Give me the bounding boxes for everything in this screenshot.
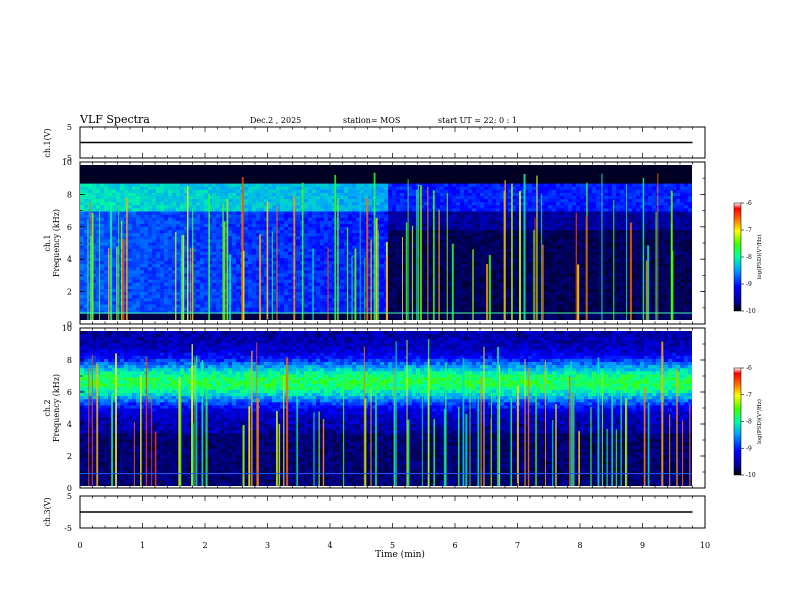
y-tick-label: 0 bbox=[67, 484, 72, 493]
y-tick-label: 6 bbox=[67, 223, 72, 232]
ch1-colorbar: -6 -7 -8 -9 -10 log(PSD)(V²/Hz) bbox=[733, 200, 763, 315]
ch3-voltage-ylabel: ch.3(V) bbox=[43, 497, 52, 526]
x-tick-label: 3 bbox=[265, 541, 270, 550]
y-tick-label: 2 bbox=[67, 452, 72, 461]
colorbar-tick-label: -7 bbox=[746, 227, 752, 234]
start-time-label: start UT = 22: 0 : 1 bbox=[438, 116, 517, 125]
colorbar-tick-label: -6 bbox=[746, 365, 752, 372]
x-tick-label: 10 bbox=[700, 541, 710, 550]
y-tick-label: -5 bbox=[64, 524, 72, 533]
y-tick-label: 10 bbox=[62, 158, 72, 167]
date-label: Dec.2 , 2025 bbox=[250, 116, 301, 125]
x-tick-label: 8 bbox=[577, 541, 582, 550]
colorbar-tick-label: -9 bbox=[746, 281, 752, 288]
colorbar-tick-label: -10 bbox=[746, 308, 756, 315]
x-tick-label: 7 bbox=[515, 541, 520, 550]
x-tick-label: 2 bbox=[202, 541, 207, 550]
y-tick-label: 5 bbox=[67, 123, 72, 132]
y-tick-label: 0 bbox=[67, 320, 72, 329]
x-tick-label: 0 bbox=[77, 541, 82, 550]
y-tick-label: 8 bbox=[67, 356, 72, 365]
x-tick-label: 6 bbox=[452, 541, 457, 550]
colorbar-tick-label: -10 bbox=[746, 472, 756, 479]
y-tick-label: 6 bbox=[67, 388, 72, 397]
y-tick-label: 8 bbox=[67, 190, 72, 199]
station-label: station= MOS bbox=[343, 116, 400, 125]
y-tick-label: 2 bbox=[67, 288, 72, 297]
colorbar-label: log(PSD)(V²/Hz) bbox=[756, 399, 763, 444]
colorbar-tick-label: -8 bbox=[746, 254, 752, 261]
x-tick-label: 5 bbox=[390, 541, 395, 550]
y-tick-label: 5 bbox=[67, 492, 72, 501]
y-tick-label: 10 bbox=[62, 324, 72, 333]
figure-title: VLF Spectra bbox=[79, 113, 150, 126]
x-axis-label: Time (min) bbox=[375, 549, 425, 560]
y-tick-label: 4 bbox=[67, 420, 72, 429]
y-tick-label: -5 bbox=[64, 154, 72, 163]
ch1-voltage-ylabel: ch.1(V) bbox=[43, 128, 52, 157]
x-tick-label: 9 bbox=[640, 541, 645, 550]
ch1-spectrogram-image bbox=[80, 165, 692, 320]
x-tick-label: 4 bbox=[327, 541, 332, 550]
x-tick-label: 1 bbox=[140, 541, 145, 550]
colorbar-tick-label: -6 bbox=[746, 200, 752, 207]
ch2-frequency-ylabel: ch.2Frequency (kHz) bbox=[43, 374, 61, 442]
ch1-frequency-ylabel: ch.1Frequency (kHz) bbox=[43, 209, 61, 277]
y-tick-label: 4 bbox=[67, 255, 72, 264]
colorbar-tick-label: -7 bbox=[746, 392, 752, 399]
colorbar-tick-label: -8 bbox=[746, 419, 752, 426]
ch2-colorbar: -6 -7 -8 -9 -10 log(PSD)(V²/Hz) bbox=[733, 365, 763, 479]
colorbar-tick-label: -9 bbox=[746, 445, 752, 452]
ch2-spectrogram-image bbox=[80, 331, 692, 486]
colorbar-label: log(PSD)(V²/Hz) bbox=[756, 235, 763, 280]
